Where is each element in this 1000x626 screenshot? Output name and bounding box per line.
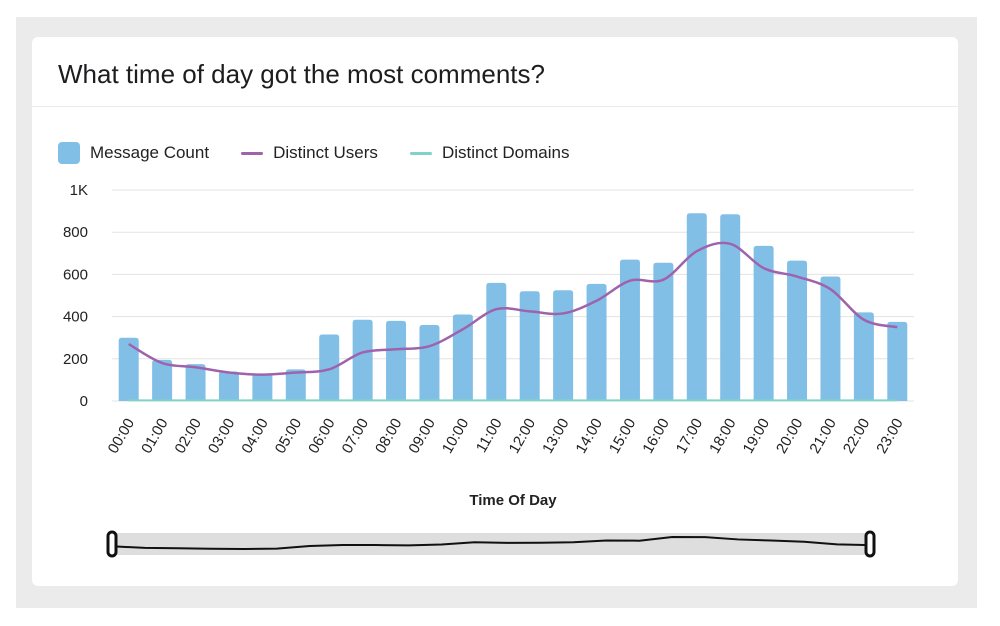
card-header: What time of day got the most comments?: [32, 37, 958, 107]
legend-swatch-distinct-users: [241, 151, 264, 155]
bar-message-count: [118, 337, 139, 401]
bar-message-count: [319, 334, 340, 401]
bar-message-count: [486, 282, 507, 401]
x-tick-label: 09:00: [405, 416, 438, 457]
x-tick-label: 01:00: [138, 416, 171, 457]
legend-label-distinct-users: Distinct Users: [273, 143, 378, 162]
bar-message-count: [152, 359, 173, 401]
chart-legend: Message Count Distinct Users Distinct Do…: [58, 140, 601, 166]
chart-card: What time of day got the most comments? …: [32, 37, 958, 586]
range-slider-handle-left[interactable]: [106, 530, 118, 558]
chart-plot: 0 200 400 600 800 1K 00:00 01:00 02:00 03:00 04:00…: [63, 182, 914, 558]
bar-message-count: [419, 325, 440, 401]
bar-message-count: [252, 373, 273, 401]
x-tick-label: 18:00: [706, 416, 739, 457]
bar-message-count: [386, 320, 407, 401]
bar-message-count: [787, 260, 808, 401]
legend-swatch-message-count: [58, 142, 80, 164]
x-tick-label: 23:00: [873, 416, 906, 457]
bar-message-count: [887, 321, 908, 401]
y-tick-label: 400: [63, 309, 88, 326]
bar-message-count: [619, 259, 640, 401]
x-tick-label: 08:00: [372, 416, 405, 457]
x-tick-label: 06:00: [305, 416, 338, 457]
legend-swatch-distinct-domains: [409, 151, 432, 155]
x-tick-label: 03:00: [205, 416, 238, 457]
line-distinct-users: [128, 241, 898, 376]
bar-message-count: [653, 262, 674, 401]
x-tick-label: 02:00: [172, 416, 205, 457]
x-tick-label: 12:00: [506, 416, 539, 457]
bar-message-count: [686, 213, 707, 401]
bar-message-count: [285, 369, 306, 401]
bar-message-count: [853, 312, 874, 401]
bar-message-count: [185, 364, 206, 401]
x-tick-label: 11:00: [473, 416, 506, 456]
bar-message-count: [352, 319, 373, 401]
x-tick-label: 00:00: [105, 416, 138, 457]
y-tick-label: 800: [63, 224, 88, 241]
bar-message-count: [753, 245, 774, 401]
legend-label-message-count: Message Count: [90, 143, 210, 162]
legend-item-message-count[interactable]: Message Count: [58, 142, 209, 164]
x-tick-label: 05:00: [272, 416, 305, 457]
legend-item-distinct-domains[interactable]: Distinct Domains: [409, 143, 570, 163]
x-tick-label: 14:00: [573, 416, 606, 457]
x-tick-label: 10:00: [439, 416, 472, 457]
legend-item-distinct-users[interactable]: Distinct Users: [241, 143, 378, 163]
range-slider-handle-right[interactable]: [864, 530, 876, 558]
bar-message-count: [553, 290, 574, 401]
x-tick-label: 13:00: [539, 416, 572, 457]
bar-message-count: [218, 371, 239, 401]
x-tick-label: 04:00: [238, 416, 271, 457]
y-tick-label: 600: [63, 266, 88, 283]
x-tick-label: 07:00: [339, 416, 372, 457]
legend-label-distinct-domains: Distinct Domains: [441, 143, 570, 162]
bar-message-count: [720, 214, 741, 401]
card-title: What time of day got the most comments?: [58, 59, 545, 89]
x-tick-label: 20:00: [773, 416, 806, 457]
x-tick-label: 19:00: [740, 416, 773, 457]
range-slider[interactable]: [106, 530, 876, 558]
x-tick-label: 16:00: [639, 416, 672, 457]
range-slider-sparkline: [111, 535, 871, 550]
bar-message-count: [820, 276, 841, 401]
x-tick-label: 15:00: [606, 416, 639, 457]
bar-message-count: [519, 291, 540, 401]
x-tick-label: 17:00: [673, 416, 706, 457]
bar-message-count: [586, 283, 607, 401]
bar-message-count: [452, 314, 473, 401]
y-tick-label: 0: [80, 393, 88, 410]
range-slider-track: [112, 533, 870, 555]
y-tick-label: 1K: [70, 182, 88, 199]
x-tick-label: 22:00: [840, 416, 873, 457]
y-tick-label: 200: [63, 351, 88, 368]
x-tick-label: 21:00: [806, 416, 839, 457]
x-axis-title: Time Of Day: [469, 492, 557, 509]
